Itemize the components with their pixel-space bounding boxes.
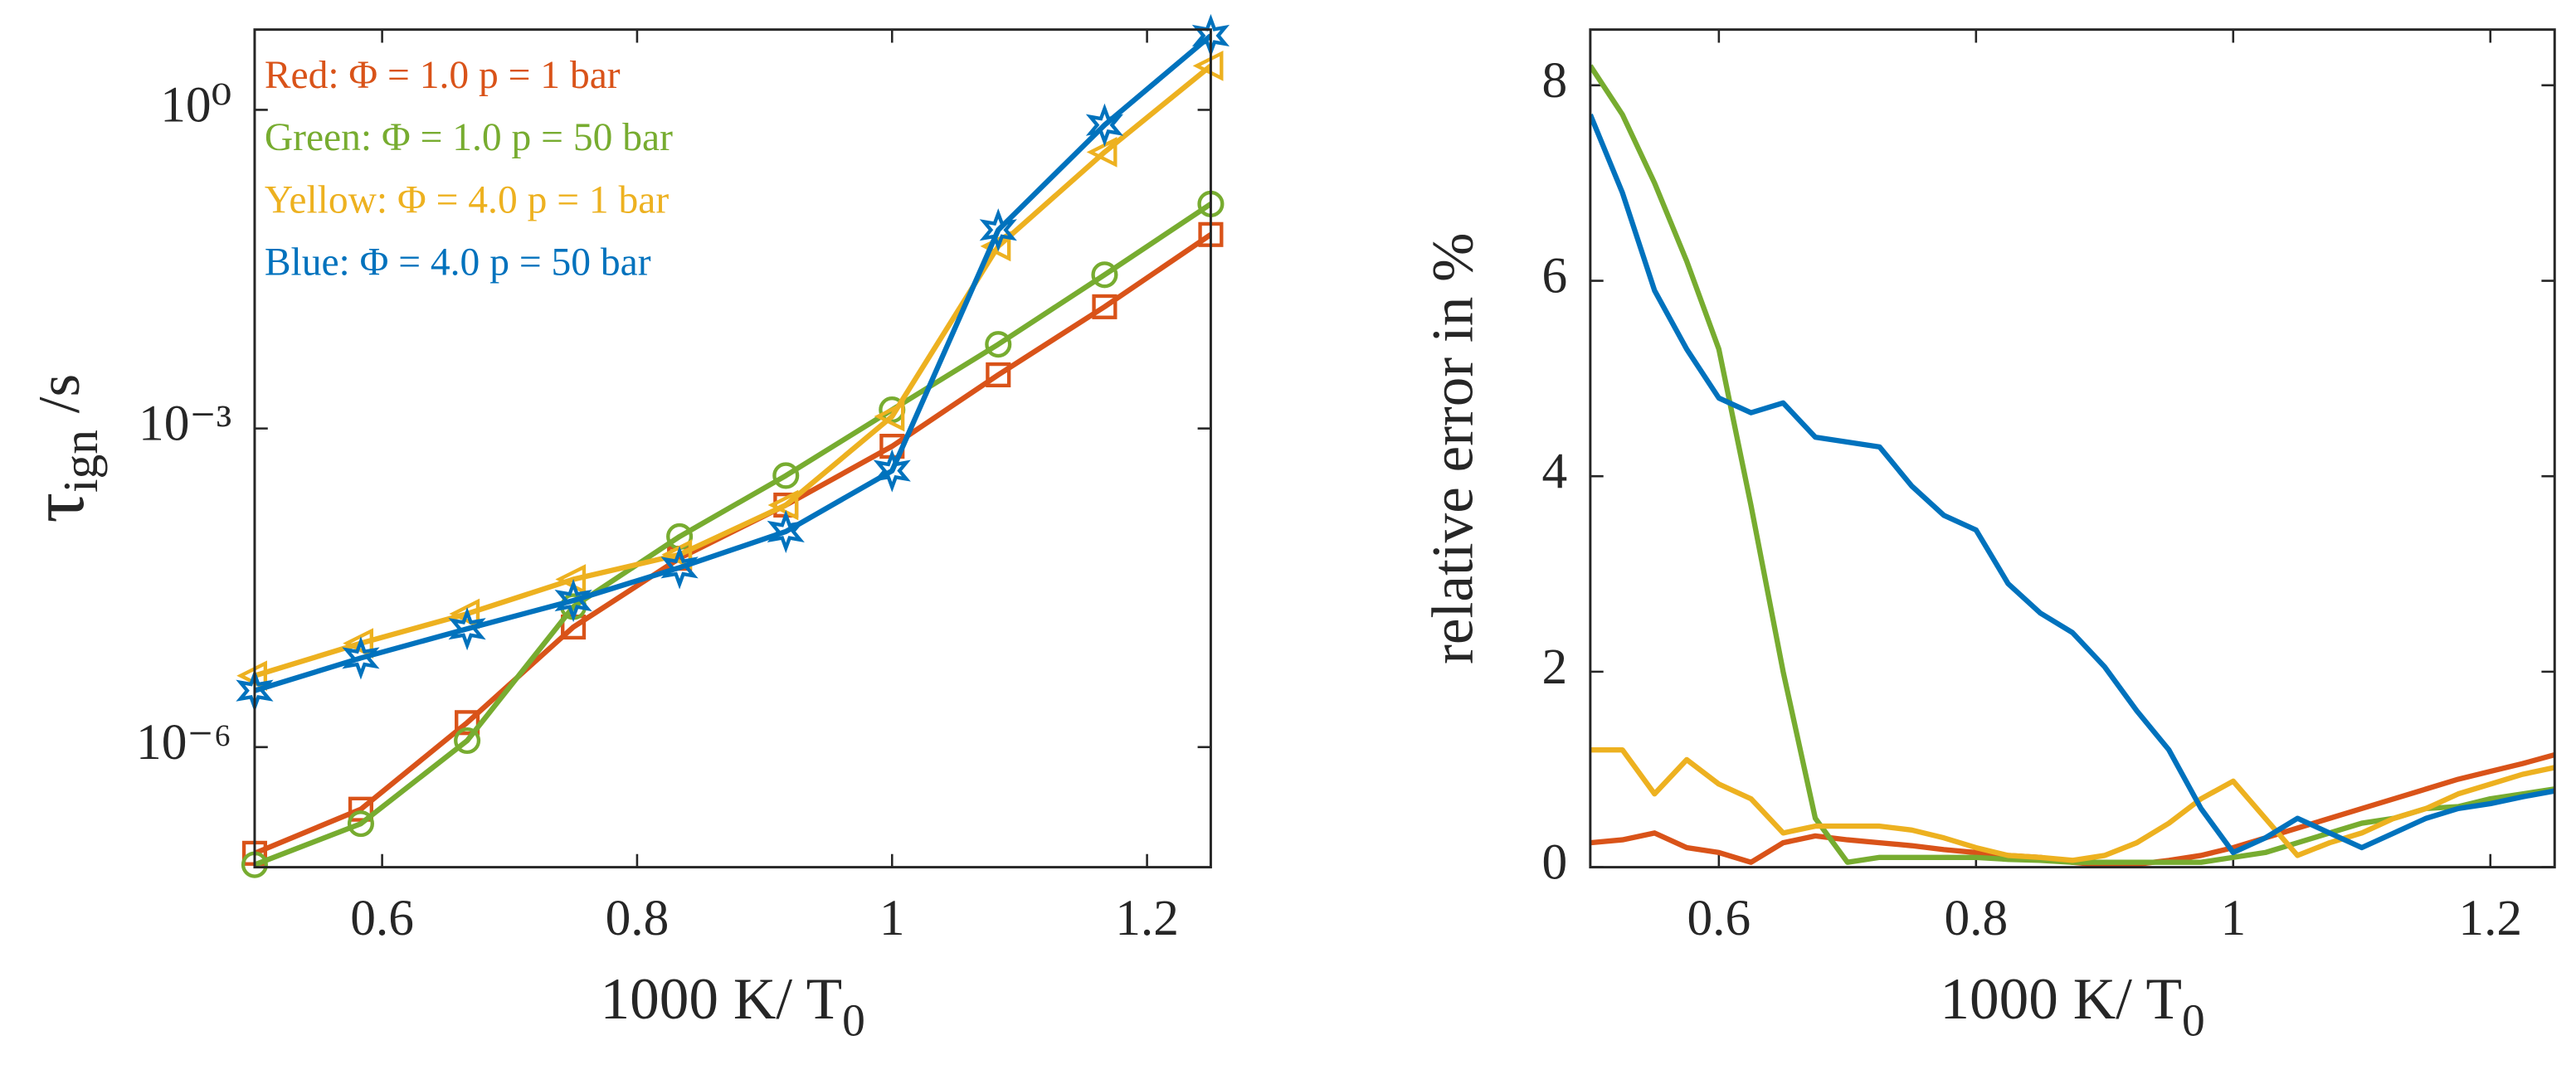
y-label-text: τ bbox=[16, 493, 100, 523]
marker bbox=[454, 727, 481, 755]
y-axis-label: τign/s bbox=[16, 374, 107, 523]
axes-frame bbox=[253, 28, 1212, 869]
x-tick-label: 1.2 bbox=[1115, 890, 1179, 946]
series-line bbox=[1590, 113, 2555, 856]
marker bbox=[1086, 137, 1118, 168]
axes-frame bbox=[1589, 28, 2556, 869]
y-label-subscript: ign bbox=[53, 430, 108, 493]
x-tick-label: 0.8 bbox=[1944, 890, 2008, 946]
y-tick-label: 10⁻³ bbox=[139, 396, 231, 452]
marker bbox=[873, 449, 911, 493]
y-tick-label: 10⁰ bbox=[160, 77, 231, 134]
marker bbox=[455, 710, 480, 736]
x-tick-label: 1 bbox=[2220, 890, 2246, 946]
x-tick-label: 1 bbox=[879, 890, 905, 946]
marker bbox=[1192, 50, 1224, 81]
x-tick-label: 0.6 bbox=[350, 890, 414, 946]
marker bbox=[1091, 261, 1118, 289]
x-label-text: 1000 K/ T bbox=[1940, 966, 2182, 1032]
series-line bbox=[1590, 747, 2555, 863]
x-label-subscript: 0 bbox=[842, 994, 865, 1045]
x-axis-label: 1000 K/ T0 bbox=[600, 966, 864, 1045]
marker bbox=[979, 208, 1017, 252]
marker bbox=[986, 362, 1011, 387]
y-label-text: relative error in % bbox=[1420, 232, 1486, 664]
series-line bbox=[254, 63, 1211, 678]
marker bbox=[347, 810, 374, 838]
x-tick-label: 0.8 bbox=[606, 890, 670, 946]
x-label-text: 1000 K/ T bbox=[600, 966, 842, 1032]
x-label-subscript: 0 bbox=[2182, 994, 2205, 1045]
marker bbox=[660, 546, 699, 590]
marker bbox=[1085, 103, 1124, 147]
y-tick-label: 8 bbox=[1541, 52, 1567, 109]
series-line bbox=[254, 33, 1211, 693]
x-tick-label: 1.2 bbox=[2458, 890, 2522, 946]
legend-entry: Red: Φ = 1.0 p = 1 bar bbox=[265, 54, 621, 97]
marker bbox=[767, 489, 799, 521]
marker bbox=[1092, 294, 1118, 319]
marker bbox=[874, 401, 905, 432]
y-label-unit: /s bbox=[27, 374, 93, 414]
legend-entry: Green: Φ = 1.0 p = 50 bar bbox=[265, 116, 673, 159]
y-tick-label: 6 bbox=[1541, 248, 1567, 304]
y-tick-label: 2 bbox=[1541, 639, 1567, 695]
y-axis-label: relative error in % bbox=[1420, 232, 1486, 664]
legend-entry: Yellow: Φ = 4.0 p = 1 bar bbox=[265, 178, 670, 221]
x-axis-label: 1000 K/ T0 bbox=[1940, 966, 2204, 1045]
marker bbox=[985, 331, 1012, 358]
legend-entry: Blue: Φ = 4.0 p = 50 bar bbox=[265, 241, 651, 284]
marker bbox=[767, 509, 805, 554]
series-line bbox=[1590, 64, 2555, 865]
marker bbox=[554, 578, 592, 623]
marker bbox=[448, 607, 486, 651]
marker bbox=[772, 462, 800, 489]
series-line bbox=[1590, 752, 2555, 868]
marker bbox=[342, 636, 380, 680]
y-tick-label: 10⁻⁶ bbox=[136, 714, 231, 770]
series-line bbox=[254, 202, 1211, 868]
x-tick-label: 0.6 bbox=[1687, 890, 1751, 946]
series-line bbox=[254, 232, 1211, 856]
marker bbox=[348, 796, 373, 822]
y-tick-label: 0 bbox=[1541, 834, 1567, 891]
y-tick-label: 4 bbox=[1541, 443, 1567, 499]
